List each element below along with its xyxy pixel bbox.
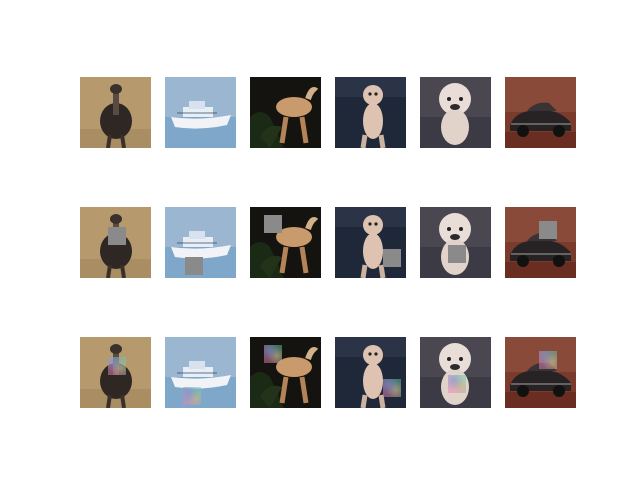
occlusion-patch bbox=[539, 221, 557, 239]
deer-image bbox=[250, 337, 321, 408]
occlusion-patch bbox=[264, 215, 282, 233]
tile-occluded-5 bbox=[420, 207, 491, 278]
tile-perturbed-6 bbox=[505, 337, 576, 408]
tile-occluded-3 bbox=[250, 207, 321, 278]
dog-image bbox=[420, 207, 491, 278]
tile-perturbed-5 bbox=[420, 337, 491, 408]
occlusion-patch bbox=[383, 249, 401, 267]
tile-original-3 bbox=[250, 77, 321, 148]
dog-image bbox=[335, 77, 406, 148]
noise-patch bbox=[264, 345, 282, 363]
dog-image bbox=[335, 207, 406, 278]
tile-original-5 bbox=[420, 77, 491, 148]
ostrich-image bbox=[80, 77, 151, 148]
dog-image bbox=[420, 77, 491, 148]
tile-original-1 bbox=[80, 77, 151, 148]
dog-image bbox=[420, 337, 491, 408]
noise-patch bbox=[108, 357, 126, 375]
occlusion-patch bbox=[185, 257, 203, 275]
boat-image bbox=[165, 207, 236, 278]
car-image bbox=[505, 77, 576, 148]
noise-patch bbox=[383, 379, 401, 397]
noise-patch bbox=[448, 375, 466, 393]
car-image bbox=[505, 337, 576, 408]
tile-original-4 bbox=[335, 77, 406, 148]
tile-occluded-4 bbox=[335, 207, 406, 278]
tile-perturbed-1 bbox=[80, 337, 151, 408]
occlusion-patch bbox=[448, 245, 466, 263]
tile-perturbed-2 bbox=[165, 337, 236, 408]
tile-original-2 bbox=[165, 77, 236, 148]
deer-image bbox=[250, 77, 321, 148]
tile-occluded-2 bbox=[165, 207, 236, 278]
noise-patch bbox=[183, 387, 201, 405]
tile-perturbed-4 bbox=[335, 337, 406, 408]
tile-occluded-6 bbox=[505, 207, 576, 278]
noise-patch bbox=[539, 351, 557, 369]
dog-image bbox=[335, 337, 406, 408]
occlusion-patch bbox=[108, 227, 126, 245]
tile-perturbed-3 bbox=[250, 337, 321, 408]
tile-occluded-1 bbox=[80, 207, 151, 278]
car-image bbox=[505, 207, 576, 278]
boat-image bbox=[165, 77, 236, 148]
deer-image bbox=[250, 207, 321, 278]
tile-original-6 bbox=[505, 77, 576, 148]
